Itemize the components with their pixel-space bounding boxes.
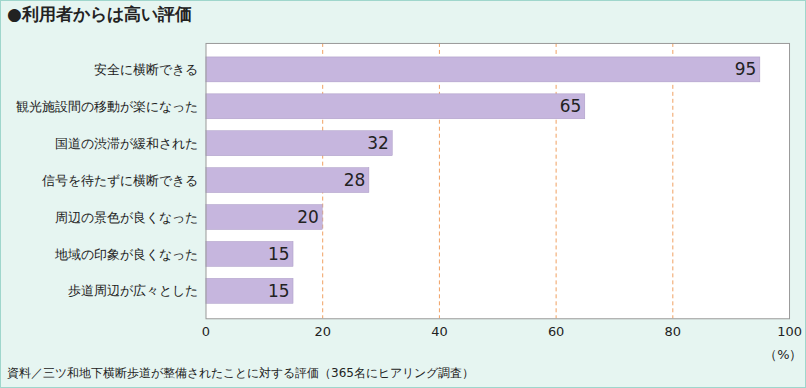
svg-text:（%）: （%） [764, 347, 802, 362]
svg-text:観光施設間の移動が楽になった: 観光施設間の移動が楽になった [16, 99, 198, 114]
svg-text:地域の印象が良くなった: 地域の印象が良くなった [54, 247, 198, 262]
svg-text:国道の渋滞が緩和された: 国道の渋滞が緩和された [55, 136, 198, 151]
svg-text:100: 100 [777, 324, 802, 339]
svg-text:15: 15 [268, 244, 290, 264]
svg-text:95: 95 [735, 59, 757, 79]
svg-text:歩道周辺が広々とした: 歩道周辺が広々とした [68, 283, 198, 298]
html-text:資料／三ツ和地下横断歩道が整備されたことに対する評価（365: 資料／三ツ和地下横断歩道が整備されたことに対する評価（365名にヒアリング調査） [7, 366, 474, 380]
svg-text:0: 0 [202, 324, 210, 339]
svg-text:20: 20 [297, 207, 319, 227]
svg-text:20: 20 [314, 324, 330, 339]
svg-text:周辺の景色が良くなった: 周辺の景色が良くなった [55, 210, 198, 225]
svg-text:28: 28 [344, 170, 366, 190]
html-text:●利用者からは高い評価: ●利用者からは高い評価 [7, 4, 192, 24]
svg-text:安全に横断できる: 安全に横断できる [94, 62, 198, 77]
svg-text:32: 32 [367, 133, 389, 153]
svg-text:信号を待たずに横断できる: 信号を待たずに横断できる [42, 173, 198, 188]
svg-text:15: 15 [268, 281, 290, 301]
svg-text:60: 60 [548, 324, 564, 339]
svg-text:65: 65 [560, 96, 582, 116]
svg-text:80: 80 [665, 324, 681, 339]
svg-text:40: 40 [431, 324, 447, 339]
